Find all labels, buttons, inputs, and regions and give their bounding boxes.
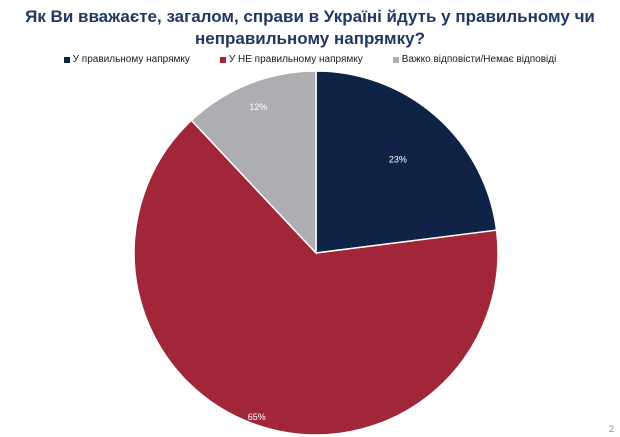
legend-label-wrong-direction: У НЕ правильному напрямку bbox=[228, 54, 363, 65]
legend-label-hard-to-say: Важко відповісти/Немає відповіді bbox=[401, 54, 557, 65]
legend-item-hard-to-say: Важко відповісти/Немає відповіді bbox=[392, 54, 557, 65]
legend-swatch-right-direction bbox=[63, 56, 70, 63]
legend-item-wrong-direction: У НЕ правильному напрямку bbox=[219, 54, 363, 65]
legend-swatch-wrong-direction bbox=[219, 56, 226, 63]
chart-title-line-1: Як Ви вважаєте, загалом, справи в Україн… bbox=[25, 7, 595, 26]
pie-slice-hard-to-say bbox=[190, 70, 317, 255]
legend-item-right-direction: У правильному напрямку bbox=[63, 54, 190, 65]
pie-slice-wrong-direction bbox=[133, 119, 499, 436]
legend-swatch-hard-to-say bbox=[392, 56, 399, 63]
legend-label-right-direction: У правильному напрямку bbox=[72, 54, 190, 65]
chart-legend: У правильному напрямку У НЕ правильному … bbox=[0, 54, 620, 65]
pie-label-right-direction: 23% bbox=[389, 155, 407, 165]
pie-slices bbox=[133, 70, 499, 436]
page-number: 2 bbox=[608, 424, 614, 434]
pie-labels: 23% 65% 12% bbox=[248, 102, 407, 422]
chart-title: Як Ви вважаєте, загалом, справи в Україн… bbox=[0, 6, 620, 50]
chart-title-line-2: неправильному напрямку? bbox=[195, 29, 425, 48]
pie-slice-right-direction bbox=[315, 70, 498, 254]
pie-label-hard-to-say: 12% bbox=[249, 102, 267, 112]
pie-label-wrong-direction: 65% bbox=[248, 412, 266, 422]
